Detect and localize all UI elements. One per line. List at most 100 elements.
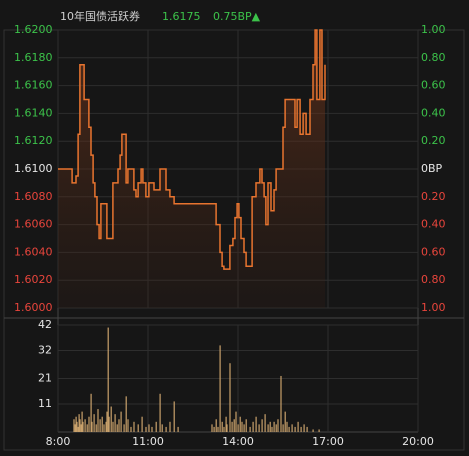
- volume-bar: [118, 419, 120, 432]
- y2-tick-label: 0.80: [421, 273, 446, 286]
- volume-bar: [269, 421, 271, 432]
- y-tick-label: 1.6080: [14, 190, 53, 203]
- volume-bar: [286, 421, 288, 432]
- y-tick-label: 1.6060: [14, 218, 53, 231]
- volume-bar: [297, 421, 299, 432]
- volume-bar: [110, 406, 112, 432]
- volume-bar: [306, 426, 308, 432]
- volume-bar: [300, 426, 302, 432]
- y-tick-label: 1.6120: [14, 134, 53, 147]
- volume-bar: [223, 426, 225, 432]
- volume-bar: [141, 416, 143, 432]
- volume-bar: [237, 424, 239, 432]
- volume-bar: [229, 363, 231, 432]
- volume-bar: [114, 414, 116, 432]
- y-tick-label: 1.6040: [14, 245, 53, 258]
- volume-bar: [80, 424, 82, 432]
- y-tick-label: 1.6020: [14, 273, 53, 286]
- volume-bar: [74, 424, 76, 432]
- volume-bar: [155, 421, 157, 432]
- volume-bar: [116, 424, 118, 432]
- volume-bar: [275, 424, 277, 432]
- volume-bar: [161, 424, 163, 432]
- volume-bar: [280, 375, 282, 432]
- volume-bar: [133, 421, 135, 432]
- volume-bar: [252, 421, 254, 432]
- volume-bar: [267, 424, 269, 432]
- volume-bar: [76, 421, 78, 432]
- y-tick-label: 1.6000: [14, 301, 53, 314]
- y2-tick-label: 0.40: [421, 106, 446, 119]
- y-tick-label: 1.6100: [14, 162, 53, 175]
- price-line: [58, 29, 326, 270]
- volume-bar: [239, 416, 241, 432]
- volume-bar: [91, 421, 93, 432]
- volume-bar: [93, 414, 95, 432]
- x-tick-label: 17:00: [312, 435, 344, 448]
- volume-bar: [271, 426, 273, 432]
- volume-bar: [75, 416, 77, 432]
- volume-bar: [73, 419, 75, 432]
- volume-bar: [213, 426, 215, 432]
- y2-tick-label: 0.60: [421, 79, 446, 92]
- volume-bar: [249, 426, 251, 432]
- x-tick-label: 11:00: [132, 435, 164, 448]
- volume-bar: [261, 419, 263, 432]
- volume-bar: [235, 411, 237, 432]
- volume-bar: [312, 429, 314, 432]
- volume-bar: [159, 393, 161, 432]
- volume-bar: [77, 426, 79, 432]
- volume-bar: [148, 424, 150, 432]
- volume-bar: [211, 424, 213, 432]
- y2-tick-label: 0.60: [421, 245, 446, 258]
- volume-bar: [130, 426, 132, 432]
- change: 0.75BP▲: [213, 10, 261, 23]
- volume-bar: [273, 421, 275, 432]
- volume-bar: [105, 421, 107, 432]
- volume-bar: [103, 424, 105, 432]
- volume-bar: [264, 414, 266, 432]
- volume-bar: [288, 426, 290, 432]
- volume-bar: [303, 424, 305, 432]
- price: 1.6175: [162, 10, 201, 23]
- x-tick-label: 8:00: [46, 435, 71, 448]
- x-tick-label: 14:00: [222, 435, 254, 448]
- volume-bar: [243, 424, 245, 432]
- volume-bar: [107, 327, 109, 432]
- y2-tick-label: 0.20: [421, 134, 446, 147]
- volume-bar: [106, 411, 108, 432]
- volume-bar: [169, 421, 171, 432]
- y-tick-label: 1.6140: [14, 106, 53, 119]
- volume-bar: [82, 421, 84, 432]
- volume-bar: [225, 416, 227, 432]
- y2-tick-label: 0.20: [421, 190, 446, 203]
- y-tick-label: 21: [38, 372, 52, 385]
- volume-bar: [282, 424, 284, 432]
- y2-tick-label: 0.40: [421, 218, 446, 231]
- volume-bar: [78, 414, 80, 432]
- volume-bar: [226, 424, 228, 432]
- volume-bar: [123, 424, 125, 432]
- volume-bar: [120, 411, 122, 432]
- volume-bar: [177, 426, 179, 432]
- volume-bar: [88, 416, 90, 432]
- volume-bar: [245, 419, 247, 432]
- volume-bar: [255, 416, 257, 432]
- volume-bar: [277, 419, 279, 432]
- volume-bar: [112, 421, 114, 432]
- volume-bar: [151, 426, 153, 432]
- volume-bar: [145, 426, 147, 432]
- volume-bar: [127, 419, 129, 432]
- volume-bar: [233, 419, 235, 432]
- y2-tick-label: 1.00: [421, 23, 446, 36]
- volume-bar: [81, 411, 83, 432]
- volume-bar: [90, 393, 92, 432]
- y-tick-label: 11: [38, 397, 52, 410]
- volume-bar: [215, 419, 217, 432]
- y-tick-label: 1.6180: [14, 51, 53, 64]
- y-tick-label: 1.6160: [14, 79, 53, 92]
- price-area: [58, 30, 325, 308]
- volume-bar: [258, 424, 260, 432]
- volume-bar: [79, 419, 81, 432]
